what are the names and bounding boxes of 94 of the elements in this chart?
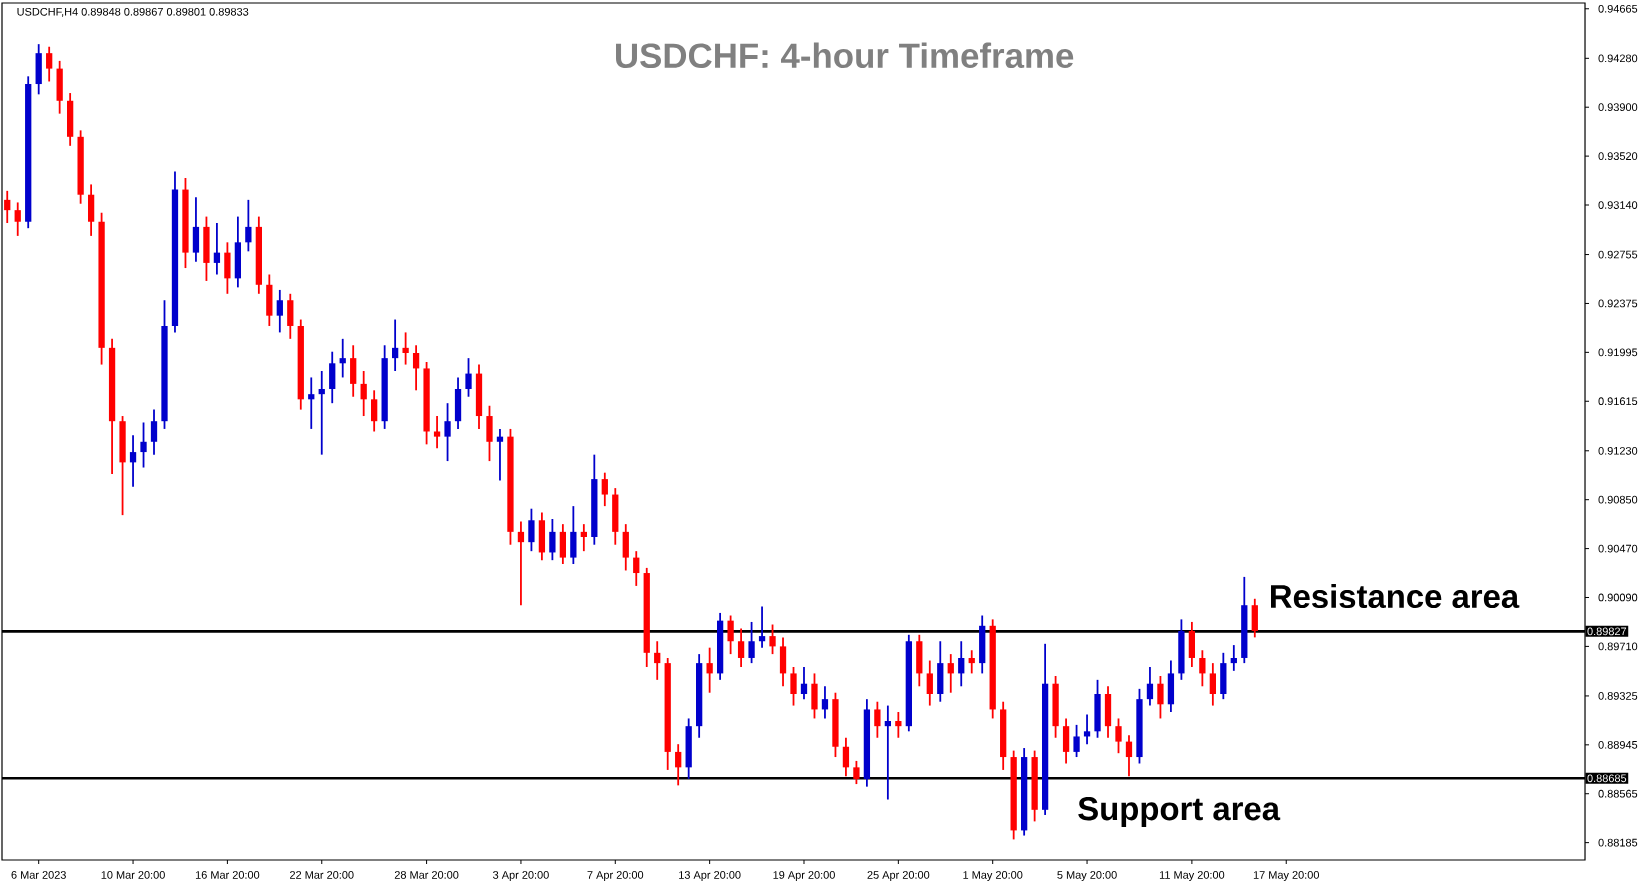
candlestick [339,337,346,379]
candlestick [528,507,535,553]
annotation: USDCHF,H4 0.89848 0.89867 0.89801 0.89833 [17,7,249,17]
x-tick-label: 6 Mar 2023 [11,871,66,879]
candlestick [46,45,53,83]
x-tick-label: 22 Mar 20:00 [290,871,354,879]
y-tick-label: 0.88565 [1598,789,1638,798]
y-tick-label: 0.88945 [1598,740,1638,749]
candlestick [1157,675,1164,720]
y-tick-label: 0.93520 [1598,152,1638,160]
x-tick-label: 13 Apr 20:00 [679,871,741,881]
candlestick [245,198,252,253]
candlestick [308,376,315,430]
candlestick [1230,644,1237,672]
candlestick [1073,723,1080,758]
candlestick [517,520,525,607]
candlestick [1083,713,1091,746]
y-tick-label: 0.88185 [1598,838,1638,847]
candlestick [4,189,11,224]
candlestick [1125,734,1133,778]
candlestick [706,646,713,694]
y-tick-label: 0.92755 [1598,250,1638,259]
x-tick-label: 5 May 20:00 [1057,871,1117,881]
text: USDCHF: 4-hour Timeframe [616,42,1074,69]
candlestick [601,471,608,508]
y-tick-label: 0.93900 [1598,103,1638,112]
candlestick [371,389,378,433]
candlestick [150,408,158,456]
candlestick [947,653,954,694]
candlestick [140,421,147,469]
candlestick [790,666,797,707]
y-tick-label: 0.90090 [1598,593,1638,602]
candlestick [318,370,325,456]
y-tick-label: 0.91995 [1598,348,1638,357]
candlestick [433,415,441,450]
candlestick [1209,662,1216,707]
y-tick-label: 0.89710 [1598,642,1638,651]
candlestick [727,614,734,656]
ref-line-label: 0.89827 [1587,627,1627,636]
candlestick [1199,649,1206,688]
candlestick [958,640,965,688]
x-tick-label: 11 May 20:00 [1159,871,1225,881]
candlestick [444,402,451,462]
y-tick-label: 0.92375 [1598,299,1638,308]
candlestick [1115,717,1122,755]
candlestick [800,666,808,701]
candlestick [926,659,933,707]
candlestick [14,201,21,237]
x-tick-label: 17 May 20:00 [1253,871,1319,881]
candlestick [213,222,221,276]
x-tick-label: 25 Apr 20:00 [867,871,930,881]
candlestick [895,711,902,739]
x-tick-label: 16 Mar 20:00 [195,871,260,879]
candlestick [821,685,829,720]
candlestick [842,736,850,778]
y-tick-label: 0.89325 [1598,692,1638,700]
candlestick [654,640,661,681]
x-tick-label: 3 Apr 20:00 [493,871,549,881]
candlestick [748,621,755,665]
candlestick [968,649,975,675]
y-tick-label: 0.90470 [1598,544,1638,553]
candlestick [276,289,283,334]
candlestick [769,623,776,656]
candlestick [675,743,682,787]
candlestick [874,700,881,739]
y-tick-label: 0.90850 [1598,495,1638,504]
candlestick [580,523,587,553]
y-tick-label: 0.94665 [1598,4,1638,13]
candlestick [853,760,860,785]
candlestick [633,550,640,587]
y-tick-label: 0.94280 [1598,54,1638,63]
candlestick [412,344,420,392]
annotation: Resistance area [1271,583,1520,609]
candlestick [884,704,892,801]
candlestick [737,627,745,668]
x-tick-label: 19 Apr 20:00 [773,871,835,881]
annotation: Support area [1078,797,1281,827]
x-tick-label: 7 Apr 20:00 [587,871,644,881]
y-tick-label: 0.91230 [1598,446,1638,455]
candlestick [496,428,504,482]
y-tick-label: 0.91615 [1598,397,1638,406]
ref-line-label: 0.88685 [1587,774,1627,783]
candlestick [129,434,137,488]
x-tick-label: 28 Mar 20:00 [394,871,459,879]
y-tick-label: 0.93140 [1598,201,1638,209]
candlestick [758,605,766,649]
candlestick [549,518,556,562]
x-tick-label: 1 May 20:00 [963,871,1023,881]
candlestick [402,331,409,366]
candlestick [391,318,399,372]
candlestick [360,370,367,417]
candlestick [1146,666,1154,707]
candlestick [465,357,472,398]
x-tick-label: 10 Mar 20:00 [101,871,165,879]
